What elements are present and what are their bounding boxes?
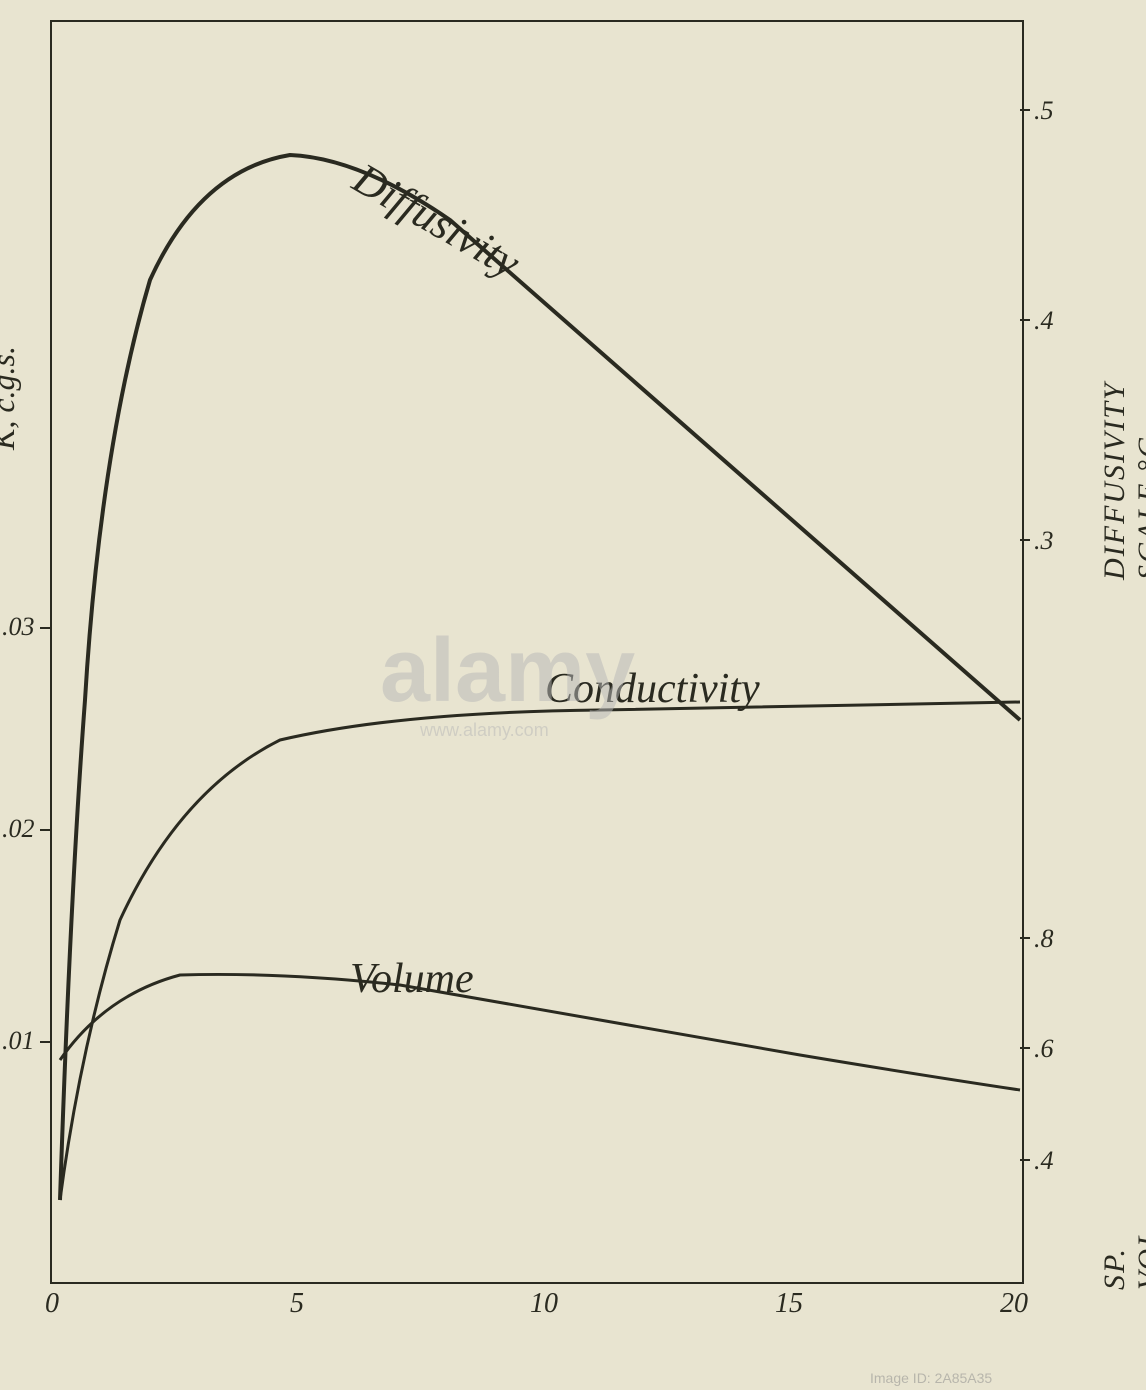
x-tick-5: 5 (290, 1288, 304, 1320)
x-tick-10: 10 (530, 1288, 558, 1320)
right-tick-4: .4 (1034, 306, 1054, 336)
chart-container: Diffusivity Conductivity Volume K, c.g.s… (0, 0, 1146, 1390)
watermark-main: alamy (380, 620, 635, 723)
watermark-text: alamy (380, 621, 635, 721)
left-tick-01: .01 (2, 1026, 35, 1056)
left-tick-02: .02 (2, 814, 35, 844)
volume-curve (60, 974, 1020, 1090)
right-axis-top-label: DIFFUSIVITY SCALE °C (1098, 381, 1146, 580)
left-axis-label: K, c.g.s. (0, 346, 22, 450)
right-tick-8: .8 (1034, 924, 1054, 954)
right-tick-vol4: .4 (1034, 1146, 1054, 1176)
x-tick-0: 0 (45, 1288, 59, 1320)
left-tick-03: .03 (2, 612, 35, 642)
watermark-url: www.alamy.com (420, 720, 549, 741)
watermark-sub: Image ID: 2A85A35 (870, 1370, 992, 1386)
right-tick-6: .6 (1034, 1034, 1054, 1064)
volume-label: Volume (350, 955, 474, 1003)
x-tick-20: 20 (1000, 1288, 1028, 1320)
right-axis-bottom-label: SP. VOL. SCALE -Cg . (1098, 1192, 1146, 1290)
right-tick-3: .3 (1034, 526, 1054, 556)
conductivity-curve (60, 702, 1020, 1200)
right-tick-5: .5 (1034, 96, 1054, 126)
x-tick-15: 15 (775, 1288, 803, 1320)
